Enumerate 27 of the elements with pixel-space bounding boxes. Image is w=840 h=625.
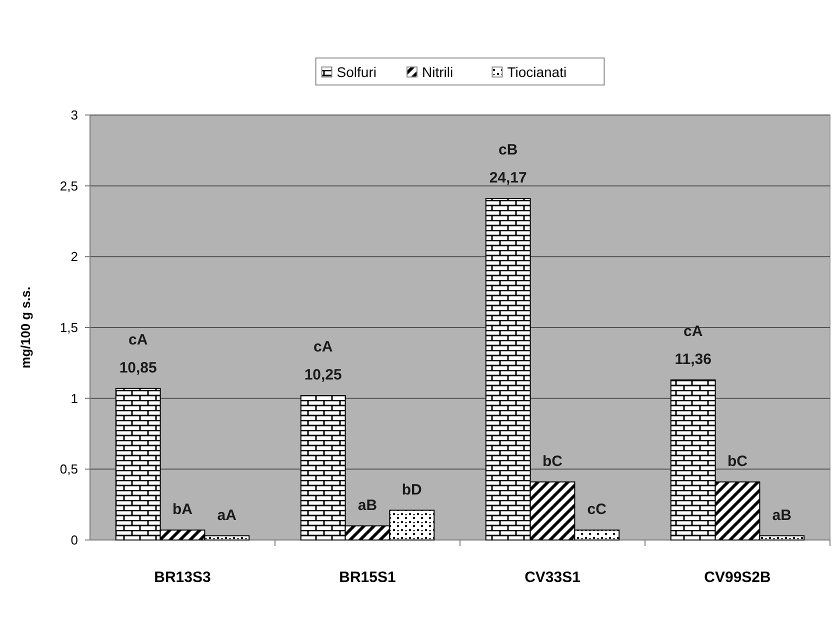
y-tick-label: 1: [70, 390, 78, 406]
data-label: cC: [587, 501, 607, 518]
data-label: aA: [217, 506, 237, 524]
y-tick-label: 0,5: [60, 462, 78, 477]
data-label: bD: [402, 481, 422, 498]
legend-label: Solfuri: [336, 64, 376, 80]
data-label: aB: [772, 506, 792, 524]
data-label: cB 24,17: [489, 142, 527, 187]
x-tick-label: BR13S3: [154, 569, 211, 586]
legend-label: Nitrili: [422, 64, 454, 80]
y-tick-label: 0: [70, 532, 78, 548]
y-tick-label: 2: [70, 249, 78, 264]
data-label: bC: [728, 452, 748, 470]
data-label: bC: [542, 452, 563, 470]
y-tick-label: 1,5: [60, 320, 78, 336]
legend-label: Tiocianati: [507, 64, 567, 80]
y-axis-title: mg/100 g s.s.: [18, 286, 33, 368]
y-tick-label: 2,5: [60, 178, 78, 194]
data-label: cA 11,36: [674, 322, 712, 368]
data-label: cA 10,85: [119, 331, 157, 376]
data-label: cA 10,25: [304, 338, 342, 384]
data-label: aB: [358, 496, 378, 514]
x-tick-label: BR15S1: [339, 569, 396, 586]
data-label: bA: [172, 501, 193, 518]
y-tick-label: 3: [70, 108, 78, 123]
x-tick-label: CV33S1: [524, 569, 580, 586]
x-tick-label: CV99S2B: [704, 569, 772, 586]
